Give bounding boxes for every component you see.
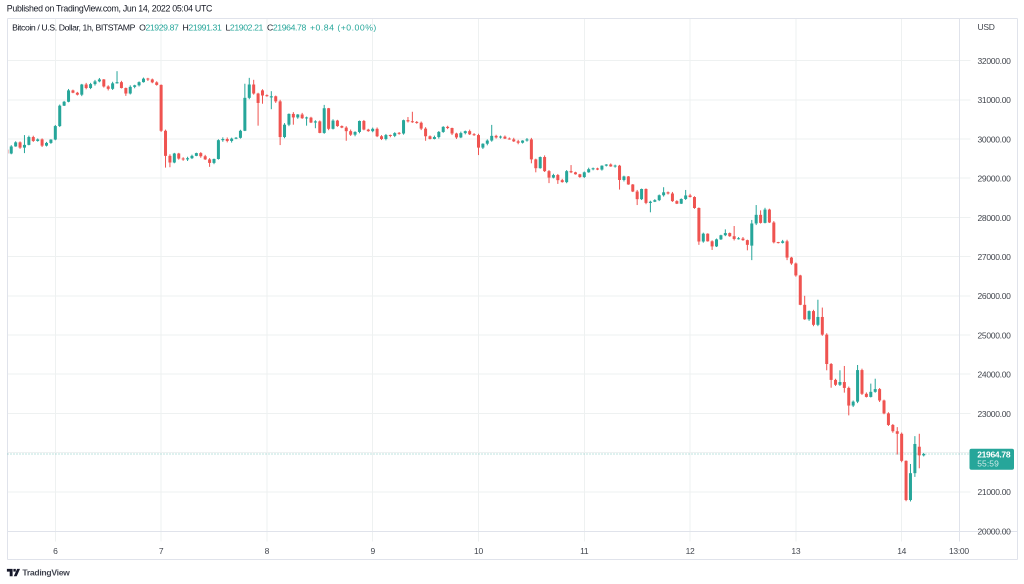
svg-text:29000.00: 29000.00 xyxy=(978,174,1012,184)
svg-text:27000.00: 27000.00 xyxy=(978,252,1012,262)
svg-text:Published on TradingView.com,: Published on TradingView.com, Jun 14, 20… xyxy=(7,3,213,13)
svg-text:6: 6 xyxy=(53,546,58,556)
svg-text:13:00: 13:00 xyxy=(949,546,969,556)
svg-text:14: 14 xyxy=(897,546,906,556)
svg-text:Bitcoin / U.S. Dollar, 1h, BIT: Bitcoin / U.S. Dollar, 1h, BITSTAMP O219… xyxy=(12,23,377,33)
svg-text:32000.00: 32000.00 xyxy=(978,56,1012,66)
svg-text:21964.78: 21964.78 xyxy=(977,450,1011,460)
svg-text:10: 10 xyxy=(474,546,483,556)
svg-text:28000.00: 28000.00 xyxy=(978,213,1012,223)
svg-text:TradingView: TradingView xyxy=(22,567,70,577)
svg-text:7: 7 xyxy=(159,546,164,556)
svg-text:9: 9 xyxy=(370,546,375,556)
svg-text:24000.00: 24000.00 xyxy=(978,370,1012,380)
svg-text:13: 13 xyxy=(791,546,800,556)
svg-text:30000.00: 30000.00 xyxy=(978,134,1012,144)
svg-text:31000.00: 31000.00 xyxy=(978,95,1012,105)
svg-text:21000.00: 21000.00 xyxy=(978,487,1012,497)
svg-text:23000.00: 23000.00 xyxy=(978,409,1012,419)
svg-text:USD: USD xyxy=(978,22,995,32)
svg-text:26000.00: 26000.00 xyxy=(978,291,1012,301)
svg-text:25000.00: 25000.00 xyxy=(978,330,1012,340)
svg-text:8: 8 xyxy=(265,546,270,556)
svg-text:55:59: 55:59 xyxy=(977,459,999,469)
svg-text:11: 11 xyxy=(580,546,589,556)
svg-text:12: 12 xyxy=(686,546,695,556)
svg-text:20000.00: 20000.00 xyxy=(978,526,1012,536)
